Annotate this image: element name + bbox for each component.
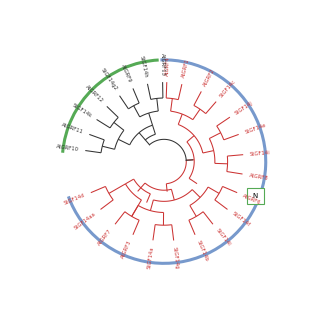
Text: StGF14d: StGF14d: [63, 193, 86, 206]
Text: StGF14g: StGF14g: [172, 246, 180, 269]
Text: AtGRF4: AtGRF4: [164, 56, 170, 76]
Text: StGF14l: StGF14l: [215, 228, 232, 247]
Text: AtGRF9: AtGRF9: [121, 64, 133, 84]
Text: AtGRF2: AtGRF2: [202, 67, 216, 87]
Text: AtGRF10: AtGRF10: [56, 144, 79, 152]
Text: AtGRF11: AtGRF11: [61, 122, 84, 135]
Text: StGF14c: StGF14c: [219, 78, 237, 99]
Text: AtGRF13: AtGRF13: [160, 53, 165, 76]
Text: StGF14g2: StGF14g2: [100, 68, 118, 92]
Text: StGF14k: StGF14k: [71, 102, 92, 118]
Text: StGF14a: StGF14a: [147, 246, 155, 269]
Text: AtGRF12: AtGRF12: [84, 84, 104, 104]
Text: N: N: [253, 193, 258, 199]
Text: StGF14j: StGF14j: [234, 100, 254, 116]
Text: AtGRF7: AtGRF7: [97, 228, 113, 246]
Text: StGF14e: StGF14e: [244, 122, 267, 135]
Text: AtGRF6: AtGRF6: [242, 193, 262, 205]
Text: AtGRF1: AtGRF1: [181, 58, 190, 78]
Text: AtGRF3: AtGRF3: [121, 240, 133, 260]
Text: AtGRF8: AtGRF8: [248, 172, 268, 180]
Text: StGF14b: StGF14b: [195, 240, 209, 262]
Text: StGF14h: StGF14h: [139, 55, 148, 78]
Text: StGF14f: StGF14f: [231, 211, 251, 228]
FancyBboxPatch shape: [247, 188, 264, 204]
Text: StGF14i: StGF14i: [249, 150, 270, 156]
Text: StGF14aa: StGF14aa: [73, 211, 97, 231]
